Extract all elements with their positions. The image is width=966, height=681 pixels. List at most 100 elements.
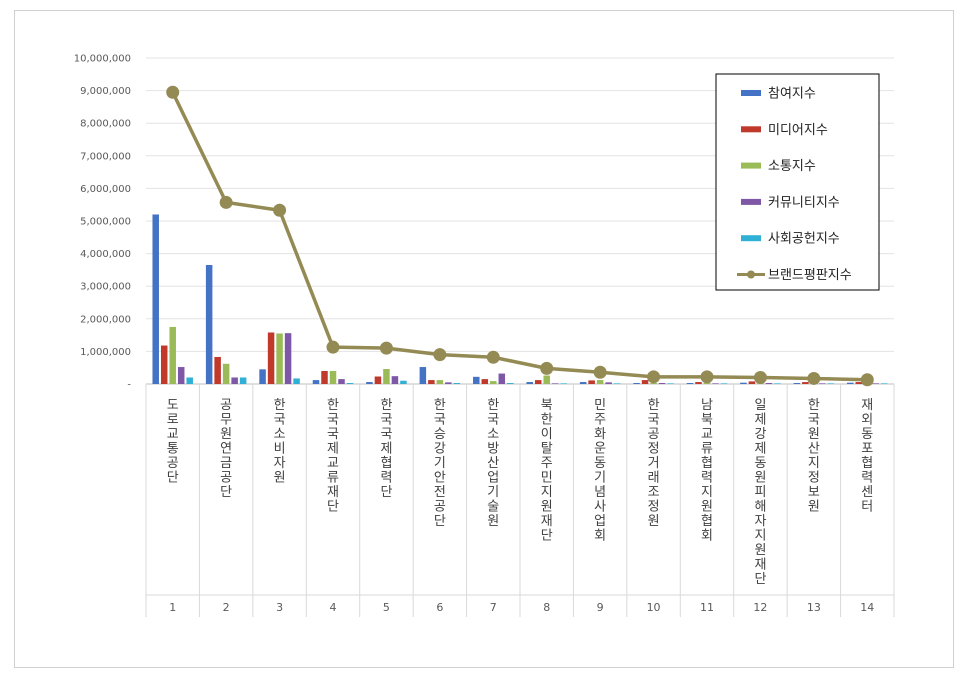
bar-소통지수 <box>169 326 176 384</box>
legend-swatch <box>741 235 761 242</box>
bar-참여지수 <box>419 367 427 384</box>
bar-series <box>152 214 888 384</box>
bar-커뮤니티지수 <box>177 367 185 384</box>
y-tick-label: 8,000,000 <box>80 119 131 130</box>
bar-사회공헌지수 <box>560 383 567 384</box>
rank-number: 13 <box>807 601 821 614</box>
bar-커뮤니티지수 <box>391 376 399 384</box>
legend-label: 소통지수 <box>768 159 816 174</box>
bar-참여지수 <box>847 382 854 384</box>
y-tick-label: 7,000,000 <box>80 151 131 162</box>
bar-커뮤니티지수 <box>712 383 719 384</box>
line-point <box>860 373 874 387</box>
bar-소통지수 <box>436 380 444 384</box>
bar-참여지수 <box>740 382 747 384</box>
y-tick-label: 6,000,000 <box>80 184 131 195</box>
rank-number: 7 <box>490 601 497 614</box>
rank-number: 9 <box>597 601 604 614</box>
bar-사회공헌지수 <box>720 383 728 384</box>
line-series <box>166 85 874 387</box>
bar-소통지수 <box>543 375 550 384</box>
bar-커뮤니티지수 <box>551 383 559 384</box>
x-axis: 도 로 교 통 공 단 1 공 무 원 연 금 공 단 2 한 국 소 비 자 원 3 한 국 국 제 교 류 재 단 4 한 국 국 제 협 력 단 5 한… <box>145 384 895 617</box>
bar-미디어지수 <box>855 382 863 384</box>
legend-label: 미디어지수 <box>768 123 828 138</box>
bar-참여지수 <box>793 383 801 384</box>
bar-소통지수 <box>596 380 604 384</box>
line-point <box>219 195 233 209</box>
bar-참여지수 <box>312 380 320 384</box>
bar-미디어지수 <box>428 380 435 384</box>
line-point <box>433 348 447 362</box>
line-point <box>273 203 287 217</box>
bar-미디어지수 <box>748 381 756 384</box>
line-point <box>593 365 607 379</box>
bar-미디어지수 <box>214 356 221 384</box>
bar-사회공헌지수 <box>453 383 461 384</box>
line-point <box>166 85 180 99</box>
bar-커뮤니티지수 <box>284 333 292 384</box>
line-point <box>647 370 661 384</box>
legend-box <box>715 73 880 291</box>
bar-미디어지수 <box>641 380 649 384</box>
line-point <box>379 341 393 355</box>
bar-미디어지수 <box>802 382 809 384</box>
y-tick-label: - <box>127 380 131 391</box>
legend-swatch <box>741 126 761 133</box>
bar-소통지수 <box>650 383 657 384</box>
y-tick-label: 2,000,000 <box>80 314 131 325</box>
legend-swatch <box>741 90 761 96</box>
bar-소통지수 <box>329 370 337 384</box>
bar-커뮤니티지수 <box>765 383 773 384</box>
bar-참여지수 <box>259 369 266 384</box>
line-브랜드평판지수 <box>171 91 868 382</box>
bar-커뮤니티지수 <box>445 382 452 384</box>
rank-number: 12 <box>753 601 767 614</box>
legend-label: 사회공헌지수 <box>768 232 840 247</box>
bar-미디어지수 <box>321 370 328 384</box>
bar-미디어지수 <box>534 380 542 384</box>
rank-number: 14 <box>860 601 874 614</box>
bar-사회공헌지수 <box>346 383 354 384</box>
bar-미디어지수 <box>481 379 489 384</box>
bar-미디어지수 <box>267 332 275 384</box>
rank-number: 4 <box>330 601 337 614</box>
rank-number: 11 <box>700 601 714 614</box>
rank-number: 10 <box>647 601 661 614</box>
legend-swatch-marker <box>747 270 755 279</box>
y-tick-label: 5,000,000 <box>80 217 131 228</box>
line-point <box>326 340 340 354</box>
bar-참여지수 <box>526 382 533 384</box>
rank-number: 2 <box>223 601 230 614</box>
bar-커뮤니티지수 <box>498 373 506 384</box>
rank-number: 8 <box>543 601 550 614</box>
bar-참여지수 <box>205 265 213 384</box>
y-tick-label: 1,000,000 <box>80 347 131 358</box>
bar-미디어지수 <box>374 376 382 384</box>
legend-label: 참여지수 <box>768 87 816 102</box>
bar-사회공헌지수 <box>400 380 407 384</box>
bar-커뮤니티지수 <box>605 382 612 384</box>
bar-사회공헌지수 <box>186 377 193 384</box>
line-point <box>807 371 821 385</box>
y-tick-label: 4,000,000 <box>80 249 131 260</box>
bar-참여지수 <box>686 383 694 384</box>
bar-사회공헌지수 <box>239 377 247 384</box>
bar-커뮤니티지수 <box>338 379 345 384</box>
line-point <box>753 370 767 384</box>
line-point <box>700 370 714 384</box>
line-point <box>486 350 500 364</box>
bar-사회공헌지수 <box>774 383 781 384</box>
bar-참여지수 <box>633 383 640 384</box>
